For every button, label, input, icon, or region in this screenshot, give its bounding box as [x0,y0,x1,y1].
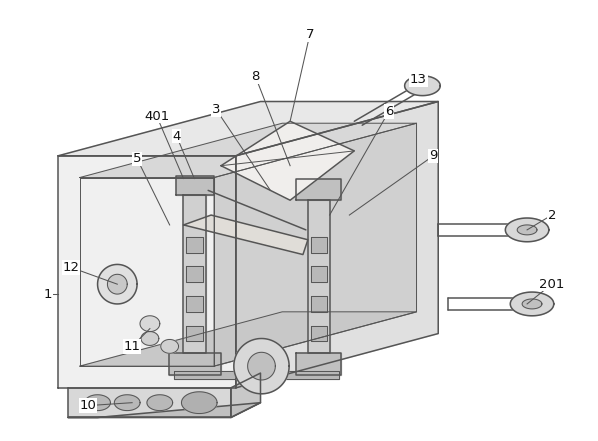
Text: 8: 8 [251,70,260,83]
Polygon shape [187,296,203,312]
Polygon shape [114,395,140,411]
Polygon shape [141,332,159,345]
Polygon shape [522,299,542,309]
Polygon shape [176,176,214,195]
Text: 401: 401 [144,110,169,123]
Polygon shape [308,200,329,353]
Polygon shape [214,123,416,366]
Text: 7: 7 [306,28,314,41]
Polygon shape [58,156,236,388]
Polygon shape [187,325,203,341]
Polygon shape [85,395,111,411]
Polygon shape [68,388,231,418]
Text: 6: 6 [385,105,393,118]
Polygon shape [184,195,206,353]
Polygon shape [311,325,327,341]
Polygon shape [234,339,289,394]
Text: 11: 11 [124,340,141,353]
Text: 10: 10 [80,399,96,412]
Polygon shape [173,371,340,379]
Text: 12: 12 [62,261,80,274]
Polygon shape [505,218,549,242]
Text: 201: 201 [539,278,565,291]
Polygon shape [221,121,354,200]
Polygon shape [80,312,416,366]
Polygon shape [68,403,261,418]
Polygon shape [510,292,554,316]
Text: 3: 3 [212,103,220,116]
Polygon shape [517,225,537,235]
Polygon shape [182,392,217,414]
Text: 13: 13 [410,73,427,86]
Polygon shape [58,101,438,156]
Polygon shape [147,395,173,411]
Text: 4: 4 [172,130,181,142]
Text: 1: 1 [44,288,53,301]
Polygon shape [187,266,203,282]
Polygon shape [80,123,416,178]
Polygon shape [108,274,127,294]
Polygon shape [184,215,308,254]
Polygon shape [248,352,275,380]
Polygon shape [296,179,341,200]
Polygon shape [161,340,179,353]
Text: 9: 9 [429,149,438,162]
Polygon shape [311,237,327,253]
Polygon shape [187,237,203,253]
Polygon shape [311,266,327,282]
Polygon shape [97,265,137,304]
Text: 2: 2 [548,209,556,221]
Text: 5: 5 [133,152,141,165]
Polygon shape [231,373,261,418]
Polygon shape [169,353,221,375]
Polygon shape [296,353,341,375]
Polygon shape [311,296,327,312]
Polygon shape [236,101,438,388]
Polygon shape [140,316,160,332]
Polygon shape [405,76,440,96]
